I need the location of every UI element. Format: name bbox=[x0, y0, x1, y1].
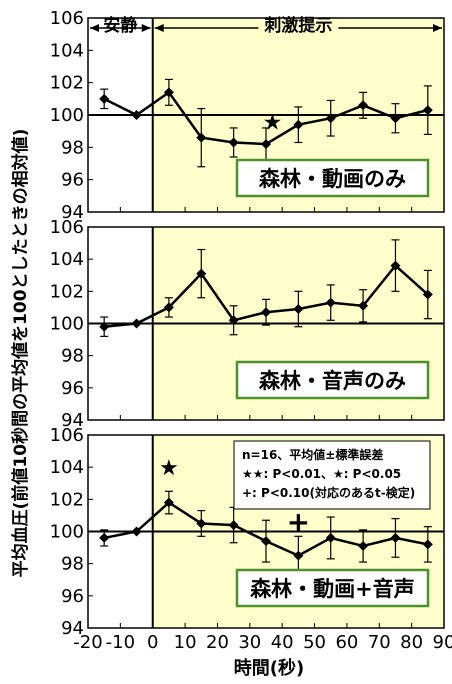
y-tick-label: 104 bbox=[50, 249, 84, 270]
y-tick-label: 106 bbox=[50, 217, 84, 238]
data-point bbox=[422, 289, 433, 300]
data-point bbox=[131, 318, 142, 329]
x-tick-label: 80 bbox=[400, 632, 423, 653]
data-point bbox=[196, 132, 207, 143]
data-point bbox=[228, 520, 239, 531]
y-tick-label: 100 bbox=[50, 314, 84, 335]
data-point bbox=[390, 113, 401, 124]
data-point bbox=[422, 105, 433, 116]
panel-1: 94 96 98 100 102 104 106 安静 刺激提示 ★ 森林・動画のみ bbox=[50, 8, 445, 223]
data-point bbox=[99, 93, 110, 104]
legend-box bbox=[233, 440, 431, 510]
x-tick-label: 0 bbox=[147, 632, 158, 653]
data-point bbox=[390, 532, 401, 543]
data-point bbox=[358, 300, 369, 311]
condition-label: 森林・動画のみ bbox=[259, 167, 406, 191]
data-point bbox=[293, 550, 304, 561]
data-point bbox=[390, 260, 401, 271]
panel-3: 94 96 98 100 102 104 106 ★ + 森林・動画+音声 n=16、平均値±標準誤… bbox=[50, 425, 445, 639]
stimulus-label-bg bbox=[258, 19, 339, 37]
y-tick-label: 104 bbox=[50, 40, 84, 61]
data-point bbox=[228, 137, 239, 148]
data-point bbox=[99, 532, 110, 543]
data-point bbox=[131, 110, 142, 120]
rest-label: 安静 bbox=[103, 15, 137, 36]
y-tick-label: 106 bbox=[50, 425, 84, 446]
y-tick-label: 94 bbox=[61, 202, 84, 223]
data-point bbox=[228, 315, 239, 326]
significance-marker: ★ bbox=[263, 110, 283, 135]
y-tick-label: 102 bbox=[50, 281, 84, 302]
y-tick-label: 96 bbox=[61, 586, 84, 607]
x-tick-label: 90 bbox=[433, 632, 452, 653]
condition-label: 森林・動画+音声 bbox=[250, 577, 415, 601]
x-tick-label: -10 bbox=[106, 632, 135, 653]
data-point bbox=[358, 540, 369, 551]
y-tick-label: 104 bbox=[50, 457, 84, 478]
condition-label: 森林・音声のみ bbox=[259, 369, 406, 393]
stim-arrowhead-left bbox=[154, 24, 164, 32]
rest-arrowhead-left bbox=[90, 24, 99, 32]
data-point bbox=[293, 119, 304, 130]
x-tick-label: -20 bbox=[73, 632, 102, 653]
y-tick-label: 96 bbox=[61, 170, 84, 191]
condition-label-box bbox=[235, 568, 430, 608]
condition-label-box bbox=[235, 158, 430, 198]
y-tick-label: 102 bbox=[50, 73, 84, 94]
data-point bbox=[261, 139, 271, 150]
x-tick-label: 40 bbox=[271, 632, 294, 653]
y-axis-label: 平均血圧(前値10秒間の平均値を100としたときの相対値) bbox=[10, 129, 31, 578]
legend-line: +: P<0.10(対応のあるt-検定) bbox=[242, 485, 415, 500]
y-tick-label: 94 bbox=[61, 618, 84, 639]
condition-label-box bbox=[235, 360, 430, 400]
significance-marker: + bbox=[287, 505, 310, 538]
x-tick-label: 30 bbox=[238, 632, 261, 653]
y-tick-label: 102 bbox=[50, 489, 84, 510]
y-tick-label: 106 bbox=[50, 8, 84, 29]
data-point bbox=[293, 304, 304, 315]
x-tick-label: 20 bbox=[206, 632, 229, 653]
stimulus-label: 刺激提示 bbox=[264, 15, 332, 36]
x-tick-label: 50 bbox=[303, 632, 326, 653]
data-point bbox=[131, 526, 142, 537]
data-point bbox=[325, 113, 336, 124]
data-point bbox=[163, 302, 174, 313]
x-tick-label: 10 bbox=[174, 632, 197, 653]
y-tick-label: 94 bbox=[61, 410, 84, 431]
data-point bbox=[261, 307, 271, 318]
data-point bbox=[196, 518, 207, 529]
x-tick-label: 70 bbox=[368, 632, 391, 653]
data-point bbox=[163, 87, 174, 98]
x-tick-label: 60 bbox=[335, 632, 358, 653]
panel-2: 94 96 98 100 102 104 106 森林・音声のみ bbox=[50, 217, 445, 431]
y-tick-label: 98 bbox=[61, 346, 84, 367]
data-point bbox=[163, 497, 174, 508]
significance-marker: ★ bbox=[159, 456, 179, 481]
y-tick-label: 98 bbox=[61, 137, 84, 158]
legend-line: n=16、平均値±標準誤差 bbox=[242, 447, 383, 462]
data-point bbox=[422, 539, 433, 550]
y-tick-label: 100 bbox=[50, 522, 84, 543]
y-tick-label: 96 bbox=[61, 378, 84, 399]
data-point bbox=[196, 268, 207, 279]
x-axis-label: 時間(秒) bbox=[234, 657, 304, 679]
y-tick-label: 100 bbox=[50, 105, 84, 126]
y-tick-label: 98 bbox=[61, 554, 84, 575]
data-point bbox=[325, 532, 336, 543]
data-point bbox=[99, 321, 110, 332]
data-point bbox=[261, 536, 271, 547]
stim-arrowhead-right bbox=[433, 24, 442, 32]
rest-arrowhead-right bbox=[141, 24, 151, 32]
data-point bbox=[325, 297, 336, 308]
data-point bbox=[358, 100, 369, 111]
legend-line: ★★: P<0.01、★: P<0.05 bbox=[242, 467, 401, 481]
